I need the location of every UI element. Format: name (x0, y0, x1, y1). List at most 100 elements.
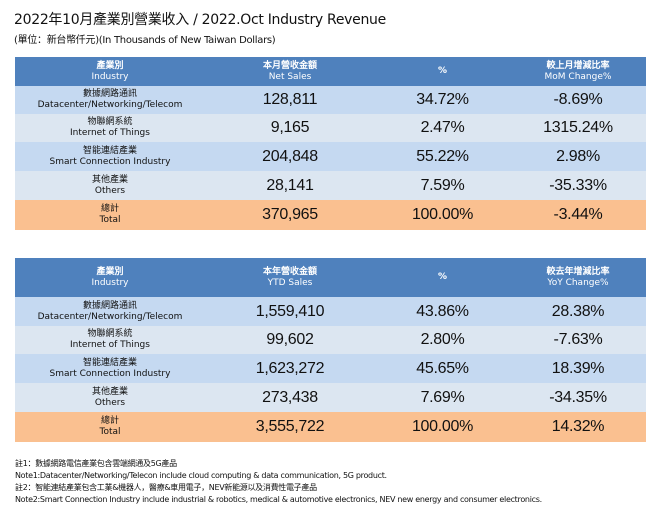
table-row: 數據網路通訊 Datacenter/Networking/Telecom 128,… (15, 86, 646, 114)
industry-zh: 智能連結產業 (82, 145, 137, 156)
table-row: 物聯網系統 Internet of Things 99,602 2.80% -7.… (15, 326, 646, 354)
industry-cell: 總計 Total (15, 200, 205, 230)
total-row: 總計 Total 370,965 100.00% -3.44% (15, 200, 646, 230)
industry-en: Others (94, 185, 126, 196)
footnotes: 註1：數據網路電信產業包含雲端網通及5G產品 Note1:Datacenter/… (15, 458, 542, 506)
column-header: 較去年增減比率 YoY Change% (510, 258, 646, 297)
change-cell: -34.35% (510, 383, 646, 412)
change-cell: -3.44% (510, 200, 646, 230)
percent-cell: 45.65% (375, 354, 510, 383)
column-header: 較上月增減比率 MoM Change% (510, 57, 646, 86)
note-2-zh: 註2：智能連結產業包含工業&機器人，醫療&車用電子，NEV新能源以及消費性電子產… (15, 483, 317, 492)
industry-en: Smart Connection Industry (49, 156, 171, 167)
industry-en: Total (99, 215, 121, 225)
header-en: Industry (91, 277, 129, 288)
header-zh: % (437, 272, 448, 282)
change-cell: 1315.24% (510, 114, 646, 142)
sales-cell: 3,555,722 (205, 412, 375, 442)
sales-cell: 1,623,272 (205, 354, 375, 383)
header-en: YTD Sales (267, 277, 313, 288)
change-cell: 18.39% (510, 354, 646, 383)
table-row: 其他產業 Others 273,438 7.69% -34.35% (15, 383, 646, 412)
header-row: 產業別 Industry 本年營收金額 YTD Sales% 較去年增減比率 YoY Ch… (15, 258, 646, 297)
industry-en: Others (94, 397, 126, 408)
header-zh: 本月營收金額 (262, 60, 317, 71)
sales-cell: 9,165 (205, 114, 375, 142)
sales-cell: 28,141 (205, 171, 375, 200)
industry-cell: 數據網路通訊 Datacenter/Networking/Telecom (15, 86, 205, 114)
column-header: 產業別 Industry (15, 57, 205, 86)
percent-cell: 43.86% (375, 297, 510, 326)
industry-zh: 總計 (100, 204, 119, 214)
industry-zh: 數據網路通訊 (82, 300, 137, 311)
header-zh: 較上月增減比率 (546, 60, 610, 71)
percent-cell: 100.00% (375, 412, 510, 442)
industry-zh: 物聯網系統 (87, 117, 133, 127)
header-en: Industry (91, 71, 129, 82)
percent-cell: 55.22% (375, 142, 510, 171)
header-row: 產業別 Industry 本月營收金額 Net Sales% 較上月增減比率 MoM Ch… (15, 57, 646, 86)
percent-cell: 100.00% (375, 200, 510, 230)
table-row: 其他產業 Others 28,141 7.59% -35.33% (15, 171, 646, 200)
sales-cell: 99,602 (205, 326, 375, 354)
ytd-revenue-table: 產業別 Industry 本年營收金額 YTD Sales% 較去年增減比率 YoY Ch… (15, 258, 646, 442)
header-en: MoM Change% (544, 71, 612, 82)
percent-cell: 7.59% (375, 171, 510, 200)
sales-cell: 1,559,410 (205, 297, 375, 326)
note-1-zh: 註1：數據網路電信產業包含雲端網通及5G產品 (15, 459, 177, 468)
percent-cell: 7.69% (375, 383, 510, 412)
column-header: 本月營收金額 Net Sales (205, 57, 375, 86)
header-zh: 本年營收金額 (262, 266, 317, 277)
industry-en: Internet of Things (70, 128, 150, 138)
table-row: 數據網路通訊 Datacenter/Networking/Telecom 1,55… (15, 297, 646, 326)
industry-cell: 智能連結產業 Smart Connection Industry (15, 354, 205, 383)
change-cell: 14.32% (510, 412, 646, 442)
industry-zh: 智能連結產業 (82, 357, 137, 368)
table-row: 智能連結產業 Smart Connection Industry 1,623,27… (15, 354, 646, 383)
industry-cell: 總計 Total (15, 412, 205, 442)
industry-cell: 其他產業 Others (15, 383, 205, 412)
industry-cell: 物聯網系統 Internet of Things (15, 114, 205, 142)
unit-note: (單位：新台幣仟元)(In Thousands of New Taiwan Do… (14, 35, 276, 46)
header-zh: 較去年增減比率 (546, 266, 610, 277)
industry-zh: 其他產業 (91, 174, 128, 185)
industry-en: Smart Connection Industry (49, 368, 171, 379)
note-1-en: Note1:Datacenter/Networking/Telecon incl… (15, 471, 387, 480)
note-2-en: Note2:Smart Connection Industry include … (15, 495, 542, 504)
table-row: 智能連結產業 Smart Connection Industry 204,848 … (15, 142, 646, 171)
industry-en: Internet of Things (70, 340, 150, 350)
industry-zh: 物聯網系統 (87, 329, 133, 339)
column-header: 本年營收金額 YTD Sales (205, 258, 375, 297)
column-header: % (375, 57, 510, 86)
header-en: Net Sales (268, 71, 312, 82)
industry-en: Datacenter/Networking/Telecom (37, 100, 183, 110)
header-en: YoY Change% (547, 277, 609, 288)
sales-cell: 370,965 (205, 200, 375, 230)
page-title: 2022年10月產業別營業收入 / 2022.Oct Industry Reve… (14, 12, 386, 28)
percent-cell: 2.47% (375, 114, 510, 142)
table-row: 物聯網系統 Internet of Things 9,165 2.47% 1315… (15, 114, 646, 142)
change-cell: -35.33% (510, 171, 646, 200)
sales-cell: 128,811 (205, 86, 375, 114)
change-cell: -8.69% (510, 86, 646, 114)
industry-cell: 數據網路通訊 Datacenter/Networking/Telecom (15, 297, 205, 326)
total-row: 總計 Total 3,555,722 100.00% 14.32% (15, 412, 646, 442)
change-cell: 28.38% (510, 297, 646, 326)
sales-cell: 273,438 (205, 383, 375, 412)
sales-cell: 204,848 (205, 142, 375, 171)
industry-cell: 物聯網系統 Internet of Things (15, 326, 205, 354)
percent-cell: 34.72% (375, 86, 510, 114)
industry-zh: 總計 (100, 416, 119, 426)
header-zh: % (437, 66, 448, 76)
monthly-revenue-table: 產業別 Industry 本月營收金額 Net Sales% 較上月增減比率 MoM Ch… (15, 57, 646, 230)
industry-en: Total (99, 427, 121, 437)
percent-cell: 2.80% (375, 326, 510, 354)
industry-en: Datacenter/Networking/Telecom (37, 311, 183, 322)
industry-zh: 其他產業 (91, 386, 128, 397)
industry-cell: 智能連結產業 Smart Connection Industry (15, 142, 205, 171)
header-zh: 產業別 (96, 266, 124, 277)
column-header: % (375, 258, 510, 297)
change-cell: -7.63% (510, 326, 646, 354)
industry-zh: 數據網路通訊 (82, 89, 137, 99)
column-header: 產業別 Industry (15, 258, 205, 297)
